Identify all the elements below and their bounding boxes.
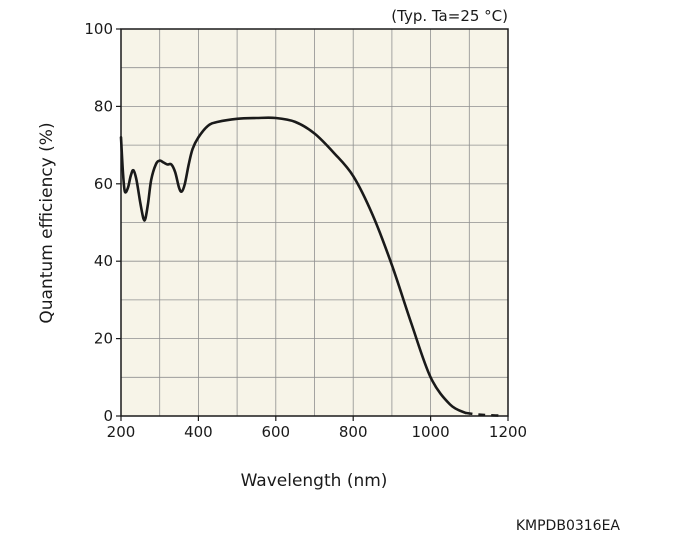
y-axis-title: Quantum efficiency (%) <box>37 122 57 323</box>
tick-marks <box>116 28 509 421</box>
x-tick-label: 1200 <box>489 423 527 441</box>
figure-code: KMPDB0316EA <box>516 518 621 534</box>
condition-note: (Typ. Ta=25 °C) <box>391 7 508 25</box>
y-tick-label: 20 <box>94 330 113 348</box>
qe-curve <box>119 116 467 415</box>
x-tick-labels: 200 400 600 800 1000 1200 <box>107 423 527 441</box>
y-tick-label: 40 <box>94 252 113 270</box>
y-tick-label: 80 <box>94 97 113 115</box>
x-tick-label: 200 <box>107 423 136 441</box>
x-tick-label: 400 <box>184 423 213 441</box>
x-tick-label: 1000 <box>412 423 450 441</box>
plot-frame <box>120 28 509 417</box>
x-axis-title: Wavelength (nm) <box>241 471 388 491</box>
x-tick-label: 800 <box>339 423 368 441</box>
y-tick-label: 100 <box>84 20 113 38</box>
y-tick-labels: 0 20 40 60 80 100 <box>84 20 113 425</box>
x-tick-label: 600 <box>261 423 290 441</box>
y-tick-label: 60 <box>94 175 113 193</box>
y-tick-label: 0 <box>103 407 113 425</box>
